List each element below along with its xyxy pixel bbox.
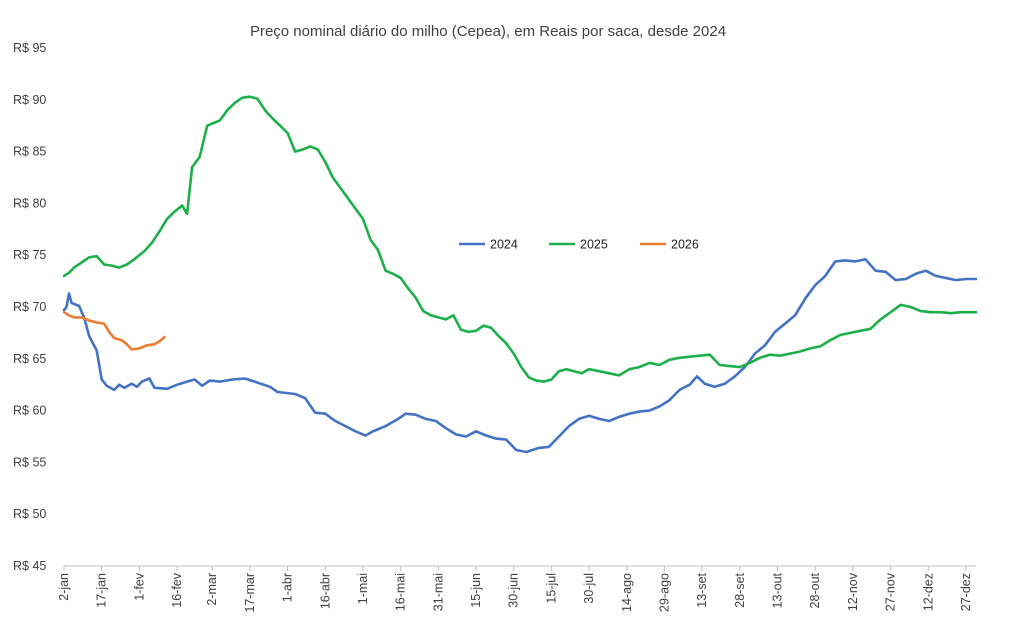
legend-label-2025: 2025 (580, 238, 608, 252)
y-tick-label: R$ 70 (13, 300, 46, 314)
x-tick-label: 1-mai (356, 573, 370, 604)
x-tick-label: 29-ago (657, 573, 671, 612)
x-tick-label: 27-nov (884, 572, 898, 611)
legend-label-2024: 2024 (490, 238, 518, 252)
y-tick-label: R$ 85 (13, 145, 46, 159)
x-tick-label: 2-jan (57, 573, 71, 601)
x-tick-label: 28-out (808, 572, 822, 608)
y-tick-label: R$ 50 (13, 507, 46, 521)
y-tick-label: R$ 95 (13, 41, 46, 55)
y-tick-label: R$ 45 (13, 559, 46, 573)
series-line-2026 (62, 310, 166, 351)
x-tick-label: 1-fev (132, 572, 146, 601)
x-tick-label: 16-mai (394, 573, 408, 611)
series-layer (62, 95, 978, 454)
x-tick-label: 28-set (733, 572, 747, 607)
legend-label-2026: 2026 (671, 238, 699, 252)
x-axis: 2-jan 17-jan 1-fev 16-fev 2-mar 17-mar 1-abr 16… (57, 565, 976, 613)
x-tick-label: 17-jan (95, 573, 109, 608)
series-line-2025 (62, 95, 978, 383)
x-tick-label: 15-jul (544, 573, 558, 604)
x-tick-label: 12-dez (921, 573, 935, 611)
x-tick-label: 17-mar (243, 573, 257, 613)
x-tick-label: 14-ago (620, 573, 634, 612)
x-tick-label: 2-mar (205, 573, 219, 606)
y-tick-label: R$ 55 (13, 455, 46, 469)
y-axis: R$ 95 R$ 90 R$ 85 R$ 80 R$ 75 R$ 70 R$ 65 R$ 60… (13, 41, 46, 573)
x-tick-label: 13-set (695, 572, 709, 607)
x-tick-label: 15-jun (469, 573, 483, 608)
y-tick-label: R$ 90 (13, 93, 46, 107)
series-line-2024 (62, 258, 978, 454)
legend: 2024 2025 2026 (459, 238, 699, 252)
y-tick-label: R$ 60 (13, 404, 46, 418)
y-tick-label: R$ 80 (13, 196, 46, 210)
chart-title: Preço nominal diário do milho (Cepea), e… (250, 23, 726, 40)
x-tick-label: 13-out (771, 572, 785, 608)
x-tick-label: 27-dez (959, 573, 973, 611)
x-tick-label: 16-fev (170, 572, 184, 607)
x-tick-label: 30-jun (507, 573, 521, 608)
x-tick-label: 16-abr (318, 573, 332, 609)
y-tick-label: R$ 75 (13, 248, 46, 262)
x-tick-label: 1-abr (281, 573, 295, 602)
x-tick-label: 30-jul (582, 573, 596, 604)
x-tick-label: 12-nov (846, 572, 860, 611)
y-tick-label: R$ 65 (13, 352, 46, 366)
x-tick-label: 31-mai (431, 573, 445, 611)
